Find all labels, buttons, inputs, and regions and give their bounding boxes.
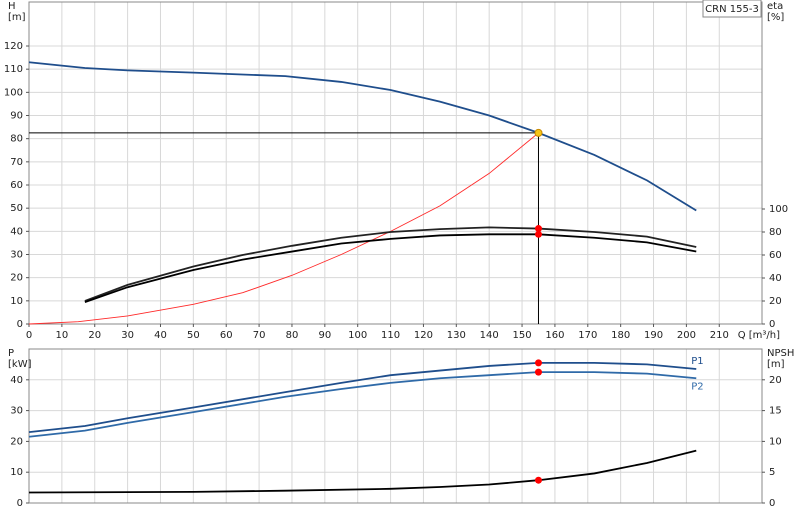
y-tick-label: 70 [10,157,23,168]
y2-axis-label: NPSH [767,348,794,359]
x-tick-label: 0 [26,330,32,341]
x-axis-label: Q [m³/h] [738,330,780,341]
y-tick-label: 20 [10,273,23,284]
x-tick-label: 100 [348,330,367,341]
x-tick-label: 40 [154,330,167,341]
x-tick-label: 60 [220,330,233,341]
x-tick-label: 20 [88,330,101,341]
y2-tick-label: 0 [769,319,775,330]
y-tick-label: 30 [10,250,23,261]
x-tick-label: 160 [545,330,564,341]
operating-point [534,225,542,233]
x-tick-label: 70 [253,330,266,341]
y2-tick-label: 10 [769,436,782,447]
y2-axis-label: [m] [767,359,785,370]
x-tick-label: 90 [318,330,331,341]
y-tick-label: 40 [10,375,23,386]
y-tick-label: 10 [10,296,23,307]
y-axis-label: H [8,1,16,12]
y2-axis-label: [%] [767,12,784,23]
x-tick-label: 110 [381,330,400,341]
curve [28,61,697,212]
operating-point [534,359,542,367]
y-axis-label: P [8,348,14,359]
x-tick-label: 30 [121,330,134,341]
y2-tick-label: 20 [769,375,782,386]
x-tick-label: 200 [677,330,696,341]
y-axis-label: [kW] [8,359,32,370]
y2-tick-label: 15 [769,406,782,417]
annotation-box [702,0,762,18]
y-tick-label: 110 [4,64,23,75]
plot-frame [28,1,763,325]
curve [28,449,697,494]
y-tick-label: 60 [10,180,23,191]
operating-point [534,368,542,376]
y-tick-label: 100 [4,87,23,98]
y-tick-label: 20 [10,436,23,447]
y-axis-label: [m] [8,12,26,23]
y2-axis-label: eta [767,1,783,12]
curve [84,226,697,302]
y-tick-label: 50 [10,203,23,214]
y2-tick-label: 60 [769,250,782,261]
plot-frame [28,348,763,504]
annotation: CRN 155-3 [705,4,759,15]
operating-point [534,476,542,484]
y2-tick-label: 5 [769,467,775,478]
y2-tick-label: 20 [769,296,782,307]
y2-tick-label: 100 [769,204,788,215]
legend-label: P1 [691,356,703,367]
y-tick-label: 10 [10,467,23,478]
y-tick-label: 120 [4,41,23,52]
x-tick-label: 190 [644,330,663,341]
y2-tick-label: 80 [769,227,782,238]
x-tick-label: 50 [187,330,200,341]
y-tick-label: 30 [10,406,23,417]
x-tick-label: 150 [513,330,532,341]
operating-point [534,128,543,137]
y2-tick-label: 0 [769,498,775,509]
x-tick-label: 130 [447,330,466,341]
curve [28,132,539,325]
y-tick-label: 90 [10,111,23,122]
y2-tick-label: 40 [769,273,782,284]
x-tick-label: 180 [611,330,630,341]
x-tick-label: 80 [286,330,299,341]
x-tick-label: 140 [480,330,499,341]
curve [28,361,697,434]
y-tick-label: 40 [10,226,23,237]
x-tick-label: 10 [56,330,69,341]
y-tick-label: 0 [17,319,23,330]
operating-point [534,230,542,238]
y-tick-label: 80 [10,134,23,145]
x-tick-label: 210 [710,330,729,341]
curve [84,233,697,303]
x-tick-label: 120 [414,330,433,341]
y-tick-label: 0 [17,498,23,509]
legend-label: P2 [691,381,703,392]
curve [28,371,697,438]
x-tick-label: 170 [578,330,597,341]
